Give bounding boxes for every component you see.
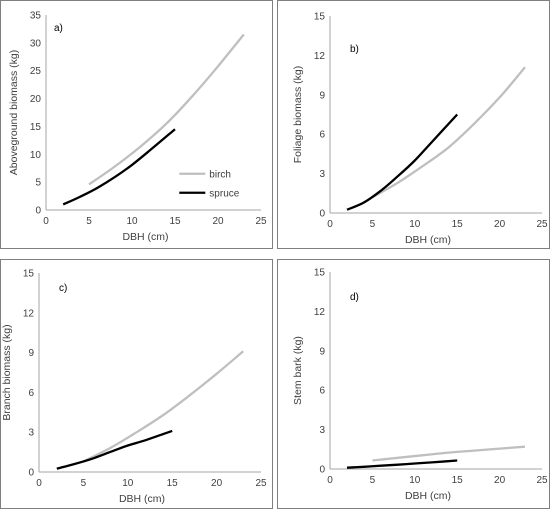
chart-panel-b: 0 3 6 9 12 15 0 5 10 15 20 25 DBH (cm) Foliage biomas… bbox=[277, 0, 550, 249]
y-tick-label: 12 bbox=[314, 307, 326, 318]
x-tick-label: 10 bbox=[409, 219, 421, 230]
x-tick-label: 0 bbox=[327, 475, 333, 486]
y-axis-title: Stem bark (kg) bbox=[292, 336, 304, 405]
y-tick-label: 15 bbox=[30, 122, 42, 133]
panel-label: c) bbox=[59, 283, 67, 294]
x-tick-label: 15 bbox=[452, 219, 464, 230]
series-line-spruce bbox=[346, 459, 458, 469]
y-tick-label: 5 bbox=[35, 178, 41, 189]
chart-panel-c: 0 3 6 9 12 15 0 5 10 15 20 25 DBH (cm) Branch biomass… bbox=[0, 259, 273, 509]
x-tick-label: 5 bbox=[370, 475, 376, 486]
y-tick-label: 35 bbox=[30, 11, 42, 22]
x-tick-label: 25 bbox=[536, 219, 548, 230]
legend-label-birch: birch bbox=[209, 169, 231, 180]
panel-label: a) bbox=[54, 23, 63, 34]
series-line-birch bbox=[371, 66, 526, 199]
series-line-spruce bbox=[56, 429, 173, 470]
y-tick-label: 15 bbox=[23, 269, 35, 280]
y-tick-label: 6 bbox=[319, 386, 325, 397]
x-tick-label: 5 bbox=[86, 216, 92, 227]
x-tick-label: 25 bbox=[536, 475, 548, 486]
chart-panel-d: 0 3 6 9 12 15 0 5 10 15 20 25 DBH (cm) Stem bark (kg)… bbox=[277, 259, 550, 509]
y-tick-label: 3 bbox=[319, 425, 325, 436]
chart-panel-a: 0 5 10 15 20 25 30 35 0 5 10 15 20 25 DBH (cm) Abovegro… bbox=[0, 0, 273, 249]
panel-frame bbox=[277, 0, 550, 249]
y-tick-label: 10 bbox=[30, 150, 42, 161]
y-tick-label: 15 bbox=[314, 12, 326, 23]
x-tick-label: 5 bbox=[81, 478, 87, 489]
x-tick-label: 20 bbox=[212, 216, 224, 227]
y-axis-title: Branch biomass (kg) bbox=[1, 324, 13, 420]
y-axis-title: Foliage biomass (kg) bbox=[292, 66, 304, 163]
x-tick-label: 15 bbox=[167, 478, 179, 489]
y-tick-label: 6 bbox=[28, 388, 34, 399]
y-tick-label: 0 bbox=[319, 209, 325, 220]
y-tick-label: 3 bbox=[28, 428, 34, 439]
series-line-spruce bbox=[62, 128, 176, 206]
x-tick-label: 15 bbox=[169, 216, 181, 227]
x-tick-label: 0 bbox=[36, 478, 42, 489]
series-line-birch bbox=[372, 445, 526, 462]
y-tick-label: 0 bbox=[28, 468, 34, 479]
y-tick-label: 0 bbox=[35, 206, 41, 217]
panel-frame bbox=[0, 0, 273, 249]
panel-frame bbox=[277, 259, 550, 509]
x-tick-label: 5 bbox=[370, 219, 376, 230]
y-tick-label: 6 bbox=[319, 130, 325, 141]
y-tick-label: 0 bbox=[319, 465, 325, 476]
series-line-birch bbox=[82, 350, 244, 463]
x-tick-label: 25 bbox=[255, 216, 267, 227]
y-axis-title: Aboveground biomass (kg) bbox=[8, 50, 20, 175]
panel-label: b) bbox=[350, 44, 359, 55]
series-line-spruce bbox=[346, 113, 459, 211]
x-tick-label: 20 bbox=[494, 475, 506, 486]
x-tick-label: 20 bbox=[211, 478, 223, 489]
x-tick-label: 0 bbox=[43, 216, 49, 227]
y-tick-label: 15 bbox=[314, 268, 326, 279]
y-tick-label: 9 bbox=[319, 346, 325, 357]
y-tick-label: 30 bbox=[30, 38, 42, 49]
y-tick-label: 12 bbox=[314, 51, 326, 62]
y-tick-label: 25 bbox=[30, 66, 42, 77]
y-tick-label: 12 bbox=[23, 308, 35, 319]
y-tick-label: 9 bbox=[28, 348, 34, 359]
x-tick-label: 0 bbox=[327, 219, 333, 230]
x-tick-label: 10 bbox=[126, 216, 138, 227]
panel-label: d) bbox=[350, 292, 359, 303]
y-tick-label: 9 bbox=[319, 90, 325, 101]
x-tick-label: 10 bbox=[122, 478, 134, 489]
x-axis-title: DBH (cm) bbox=[405, 234, 451, 246]
x-axis-title: DBH (cm) bbox=[119, 493, 165, 505]
y-tick-label: 20 bbox=[30, 94, 42, 105]
panel-frame bbox=[0, 259, 273, 509]
legend-label-spruce: spruce bbox=[209, 188, 239, 199]
x-tick-label: 20 bbox=[494, 219, 506, 230]
x-tick-label: 25 bbox=[255, 478, 267, 489]
x-tick-label: 15 bbox=[452, 475, 464, 486]
series-line-birch bbox=[88, 33, 245, 186]
x-axis-title: DBH (cm) bbox=[405, 490, 451, 502]
x-tick-label: 10 bbox=[409, 475, 421, 486]
y-tick-label: 3 bbox=[319, 169, 325, 180]
x-axis-title: DBH (cm) bbox=[122, 231, 168, 243]
